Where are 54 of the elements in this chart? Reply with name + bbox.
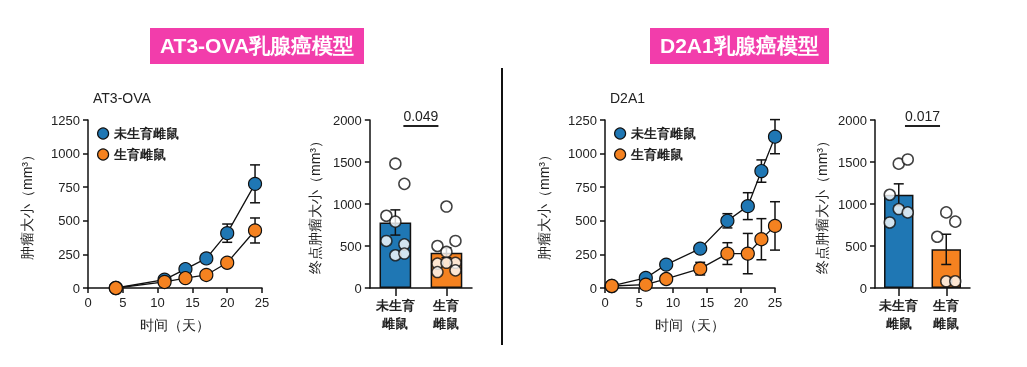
x-tick-label: 5	[119, 295, 127, 310]
legend-label: 未生育雌鼠	[112, 126, 179, 141]
y-tick-label: 1250	[568, 112, 597, 128]
y-tick-label: 1000	[568, 146, 597, 162]
y-tick-label: 500	[340, 238, 362, 254]
x-tick-label: 生育雌鼠	[932, 297, 960, 331]
x-tick-label: 未生育雌鼠	[878, 297, 919, 331]
x-tick-label: 25	[254, 295, 270, 310]
chart-title: AT3-OVA	[93, 90, 152, 106]
x-tick-label: 15	[185, 295, 200, 310]
y-tick-label: 0	[589, 280, 597, 296]
y-tick-label: 500	[58, 213, 80, 229]
y-tick-label: 1250	[51, 112, 80, 128]
y-tick-label: 250	[575, 246, 597, 262]
y-tick-label: 0	[72, 280, 80, 296]
y-axis-title: 终点肿瘤大小（mm³）	[814, 134, 830, 274]
legend-label: 生育雌鼠	[112, 147, 166, 162]
x-tick-label: 0	[601, 295, 609, 310]
significance-bracket: 0.049	[402, 108, 440, 126]
x-tick-label: 20	[733, 295, 749, 310]
y-tick-label: 750	[575, 179, 597, 195]
text: D2A1乳腺癌模型	[650, 28, 829, 64]
text: AT3-OVA乳腺癌模型	[150, 28, 365, 64]
x-tick-label: 0	[84, 295, 92, 310]
y-tick-label: 1500	[838, 154, 867, 170]
x-tick-label: 15	[699, 295, 715, 310]
y-axis-title: 肿瘤大小（mm³）	[19, 148, 35, 260]
x-axis-title: 时间（天）	[655, 317, 725, 333]
y-tick-label: 0	[354, 280, 362, 296]
chart-title: D2A1	[610, 90, 646, 106]
y-tick-label: 1000	[332, 196, 362, 212]
y-axis-title: 肿瘤大小（mm³）	[536, 148, 552, 260]
y-tick-label: 0	[859, 280, 867, 296]
y-tick-label: 2000	[838, 112, 867, 128]
y-tick-label: 1000	[838, 196, 867, 212]
x-tick-label: 5	[635, 295, 643, 310]
x-tick-label: 10	[150, 295, 165, 310]
x-tick-label: 未生育雌鼠	[374, 297, 415, 331]
y-tick-label: 500	[845, 238, 867, 254]
y-tick-label: 500	[575, 213, 597, 229]
y-tick-label: 750	[58, 179, 80, 195]
y-tick-label: 1000	[51, 146, 80, 162]
x-axis-title: 时间（天）	[140, 317, 210, 333]
x-tick-label: 25	[767, 295, 783, 310]
x-tick-label: 10	[665, 295, 681, 310]
x-tick-label: 生育雌鼠	[432, 297, 460, 331]
y-tick-label: 1500	[332, 154, 362, 170]
y-tick-label: 250	[58, 246, 80, 262]
significance-bracket: 0.017	[903, 108, 941, 126]
y-axis-title: 终点肿瘤大小（mm³）	[307, 134, 323, 274]
legend-label: 未生育雌鼠	[629, 126, 696, 141]
legend-label: 生育雌鼠	[629, 147, 683, 162]
x-tick-label: 20	[219, 295, 235, 310]
y-tick-label: 2000	[332, 112, 362, 128]
